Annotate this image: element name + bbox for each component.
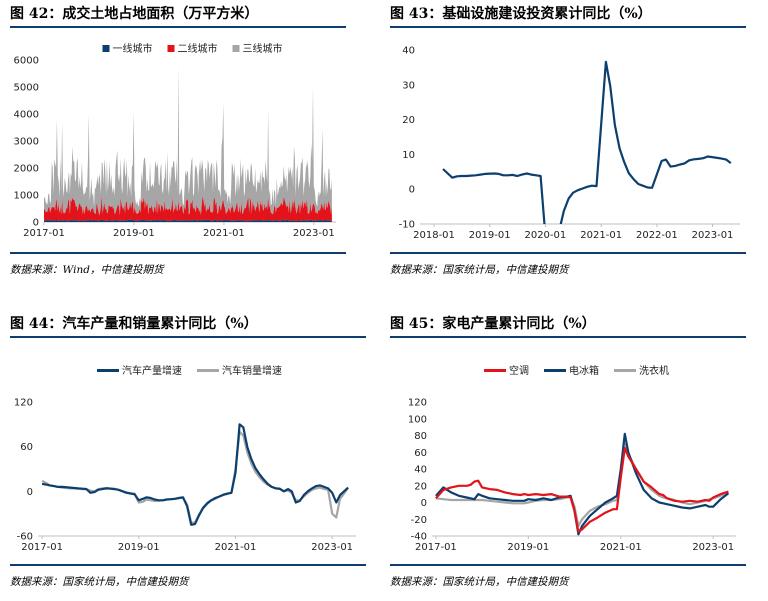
panel-auto: 图 44：汽车产量和销量累计同比（%） -60 0 60 120 2017-01 2019… xyxy=(10,314,366,597)
x-tick-label: 2018-01 xyxy=(413,230,455,241)
y-tick-label: 5000 xyxy=(14,83,39,94)
legend-label: 电冰箱 xyxy=(569,364,599,377)
y-tick-label: 20 xyxy=(402,115,415,126)
series-area xyxy=(44,65,332,216)
y-tick-label: -10 xyxy=(399,220,415,231)
series-line xyxy=(435,432,730,536)
y-tick-label: -20 xyxy=(411,515,427,526)
y-tick-label: 60 xyxy=(414,448,427,459)
x-tick-label: 2022-01 xyxy=(636,230,678,241)
panel-appliances: 图 45：家电产量累计同比（%） -40 -20 0 20 40 60 80 100 120 20… xyxy=(390,314,746,597)
chart-title: 图 45：家电产量累计同比（%） xyxy=(390,316,596,332)
y-tick-label: 3000 xyxy=(14,137,39,148)
x-tick-label: 2019-01 xyxy=(113,228,155,239)
title-underline xyxy=(390,336,746,338)
series-line xyxy=(41,430,350,524)
legend-label: 一线城市 xyxy=(113,42,153,55)
y-tick-label: 30 xyxy=(402,80,415,91)
x-tick-label: 2017-01 xyxy=(23,228,65,239)
chart-title: 图 44：汽车产量和销量累计同比（%） xyxy=(10,316,258,332)
source-note: 数据来源：国家统计局，中信建投期货 xyxy=(390,264,569,276)
x-tick-label: 2021-01 xyxy=(600,542,642,553)
y-tick-label: 40 xyxy=(402,46,415,57)
source-note: 数据来源：国家统计局，中信建投期货 xyxy=(10,576,189,588)
y-tick-label: 0 xyxy=(27,487,33,498)
appliance-chart: -40 -20 0 20 40 60 80 100 120 2017-01 2019-01 2021-… xyxy=(408,364,736,553)
x-tick-label: 2023-01 xyxy=(311,542,353,553)
y-tick-label: 4000 xyxy=(14,110,39,121)
land-area-chart: 0 1000 2000 3000 4000 5000 6000 2017-01 2019-01 2… xyxy=(14,42,336,239)
legend-label: 汽车产量增速 xyxy=(122,364,182,377)
x-tick-label: 2020-01 xyxy=(524,230,566,241)
x-tick-label: 2023-01 xyxy=(692,230,734,241)
x-tick-label: 2017-01 xyxy=(21,542,63,553)
series-area xyxy=(44,219,332,222)
legend: 空调 电冰箱 洗衣机 xyxy=(484,364,669,377)
bottom-rule xyxy=(390,252,746,254)
x-tick-label: 2023-01 xyxy=(692,542,734,553)
y-tick-label: 20 xyxy=(414,481,427,492)
bottom-rule xyxy=(10,252,346,254)
x-tick-label: 2019-01 xyxy=(469,230,511,241)
x-tick-label: 2019-01 xyxy=(118,542,160,553)
source-note: 数据来源：国家统计局，中信建投期货 xyxy=(390,576,569,588)
series-area xyxy=(44,196,332,222)
y-tick-label: 10 xyxy=(402,150,415,161)
auto-chart: -60 0 60 120 2017-01 2019-01 2021-01 2023-01 汽车产… xyxy=(14,364,356,553)
y-tick-label: 100 xyxy=(408,414,427,425)
y-tick-label: 0 xyxy=(421,498,427,509)
y-tick-label: 0 xyxy=(33,218,39,229)
y-tick-label: 2000 xyxy=(14,164,39,175)
y-tick-label: 120 xyxy=(14,398,33,409)
source-note: 数据来源：Wind，中信建投期货 xyxy=(10,264,164,276)
title-underline xyxy=(10,336,366,338)
y-tick-label: 80 xyxy=(414,431,427,442)
y-tick-label: 6000 xyxy=(14,56,39,67)
infrastructure-chart: -10 0 10 20 30 40 2018-01 2019-01 2020-01 2021-01… xyxy=(399,46,740,241)
title-underline xyxy=(390,26,746,28)
legend: 汽车产量增速 汽车销量增速 xyxy=(97,364,282,377)
y-tick-label: 120 xyxy=(408,398,427,409)
y-tick-label: 60 xyxy=(20,442,33,453)
y-tick-label: -60 xyxy=(17,532,33,543)
y-tick-label: -40 xyxy=(411,532,427,543)
bottom-rule xyxy=(390,564,746,566)
legend-label: 三线城市 xyxy=(243,42,283,55)
y-tick-label: 0 xyxy=(409,185,415,196)
panel-land-area: 图 42：成交土地占地面积（万平方米） 0 1000 2000 3000 4000 500… xyxy=(10,4,346,287)
x-tick-label: 2021-01 xyxy=(580,230,622,241)
series-line xyxy=(41,423,349,526)
series-line xyxy=(442,60,732,224)
bottom-rule xyxy=(10,564,366,566)
title-underline xyxy=(10,26,346,28)
x-tick-label: 2019-01 xyxy=(507,542,549,553)
legend-swatch xyxy=(167,45,175,52)
legend-swatch xyxy=(102,45,110,52)
y-tick-label: 40 xyxy=(414,465,427,476)
x-tick-label: 2021-01 xyxy=(203,228,245,239)
x-tick-label: 2017-01 xyxy=(415,542,457,553)
y-tick-label: 1000 xyxy=(14,191,39,202)
series-line xyxy=(435,447,729,533)
legend: 一线城市 二线城市 三线城市 xyxy=(102,42,283,55)
panel-infrastructure: 图 43：基础设施建设投资累计同比（%） -10 0 10 20 30 40 2018-01… xyxy=(390,4,746,287)
chart-title: 图 42：成交土地占地面积（万平方米） xyxy=(10,6,259,22)
legend-label: 二线城市 xyxy=(178,42,218,55)
legend-label: 洗衣机 xyxy=(639,364,669,377)
x-tick-label: 2021-01 xyxy=(215,542,257,553)
legend-swatch xyxy=(232,45,240,52)
chart-title: 图 43：基础设施建设投资累计同比（%） xyxy=(390,6,652,22)
legend-label: 汽车销量增速 xyxy=(222,364,282,377)
x-tick-label: 2023-01 xyxy=(293,228,335,239)
legend-label: 空调 xyxy=(509,364,529,377)
